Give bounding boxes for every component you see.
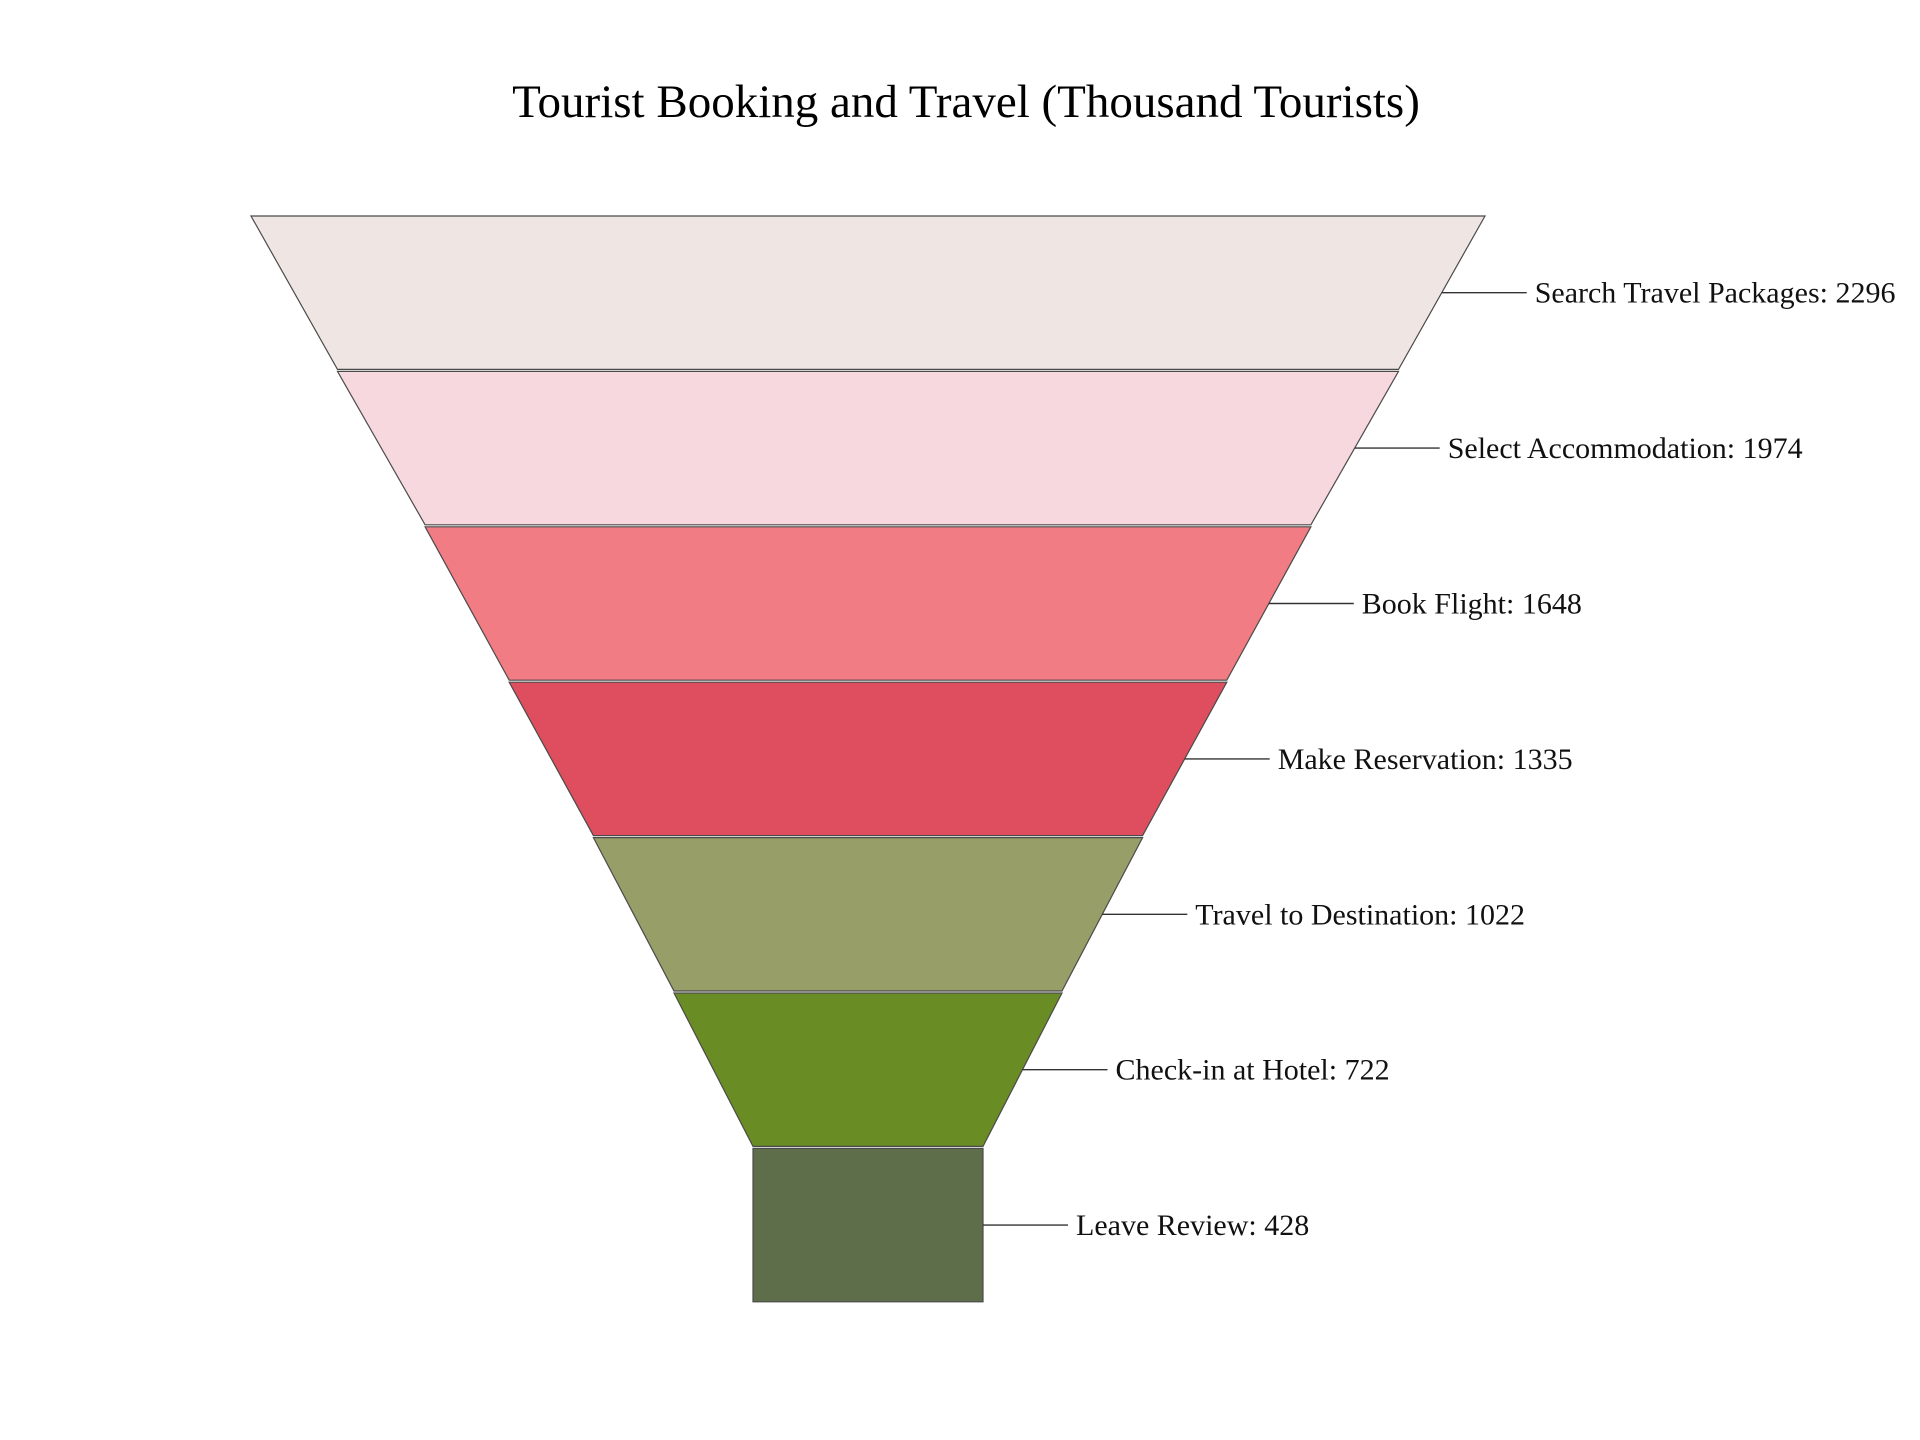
stage-label-check-in-at-hotel: Check-in at Hotel: 722	[1116, 1054, 1390, 1087]
funnel-stage-book-flight	[424, 526, 1312, 681]
stage-label-select-accommodation: Select Accommodation: 1974	[1448, 432, 1803, 465]
funnel-stage-check-in-at-hotel	[673, 992, 1063, 1148]
stage-label-leave-review: Leave Review: 428	[1076, 1209, 1309, 1242]
funnel-stage-select-accommodation	[336, 370, 1400, 526]
funnel-stages: Search Travel Packages: 2296 Select Accom…	[249, 215, 1896, 1303]
stage-label-make-reservation: Make Reservation: 1335	[1278, 743, 1573, 776]
chart-title: Tourist Booking and Travel (Thousand Tou…	[512, 76, 1420, 128]
funnel-stage-leave-review	[752, 1147, 984, 1303]
stage-label-search-travel-packages: Search Travel Packages: 2296	[1535, 277, 1896, 310]
funnel-stage-search-travel-packages	[249, 215, 1487, 370]
funnel-stage-make-reservation	[508, 681, 1228, 837]
funnel-stage-travel-to-destination	[592, 836, 1144, 992]
stage-label-travel-to-destination: Travel to Destination: 1022	[1195, 898, 1525, 931]
stage-label-book-flight: Book Flight: 1648	[1362, 588, 1582, 621]
